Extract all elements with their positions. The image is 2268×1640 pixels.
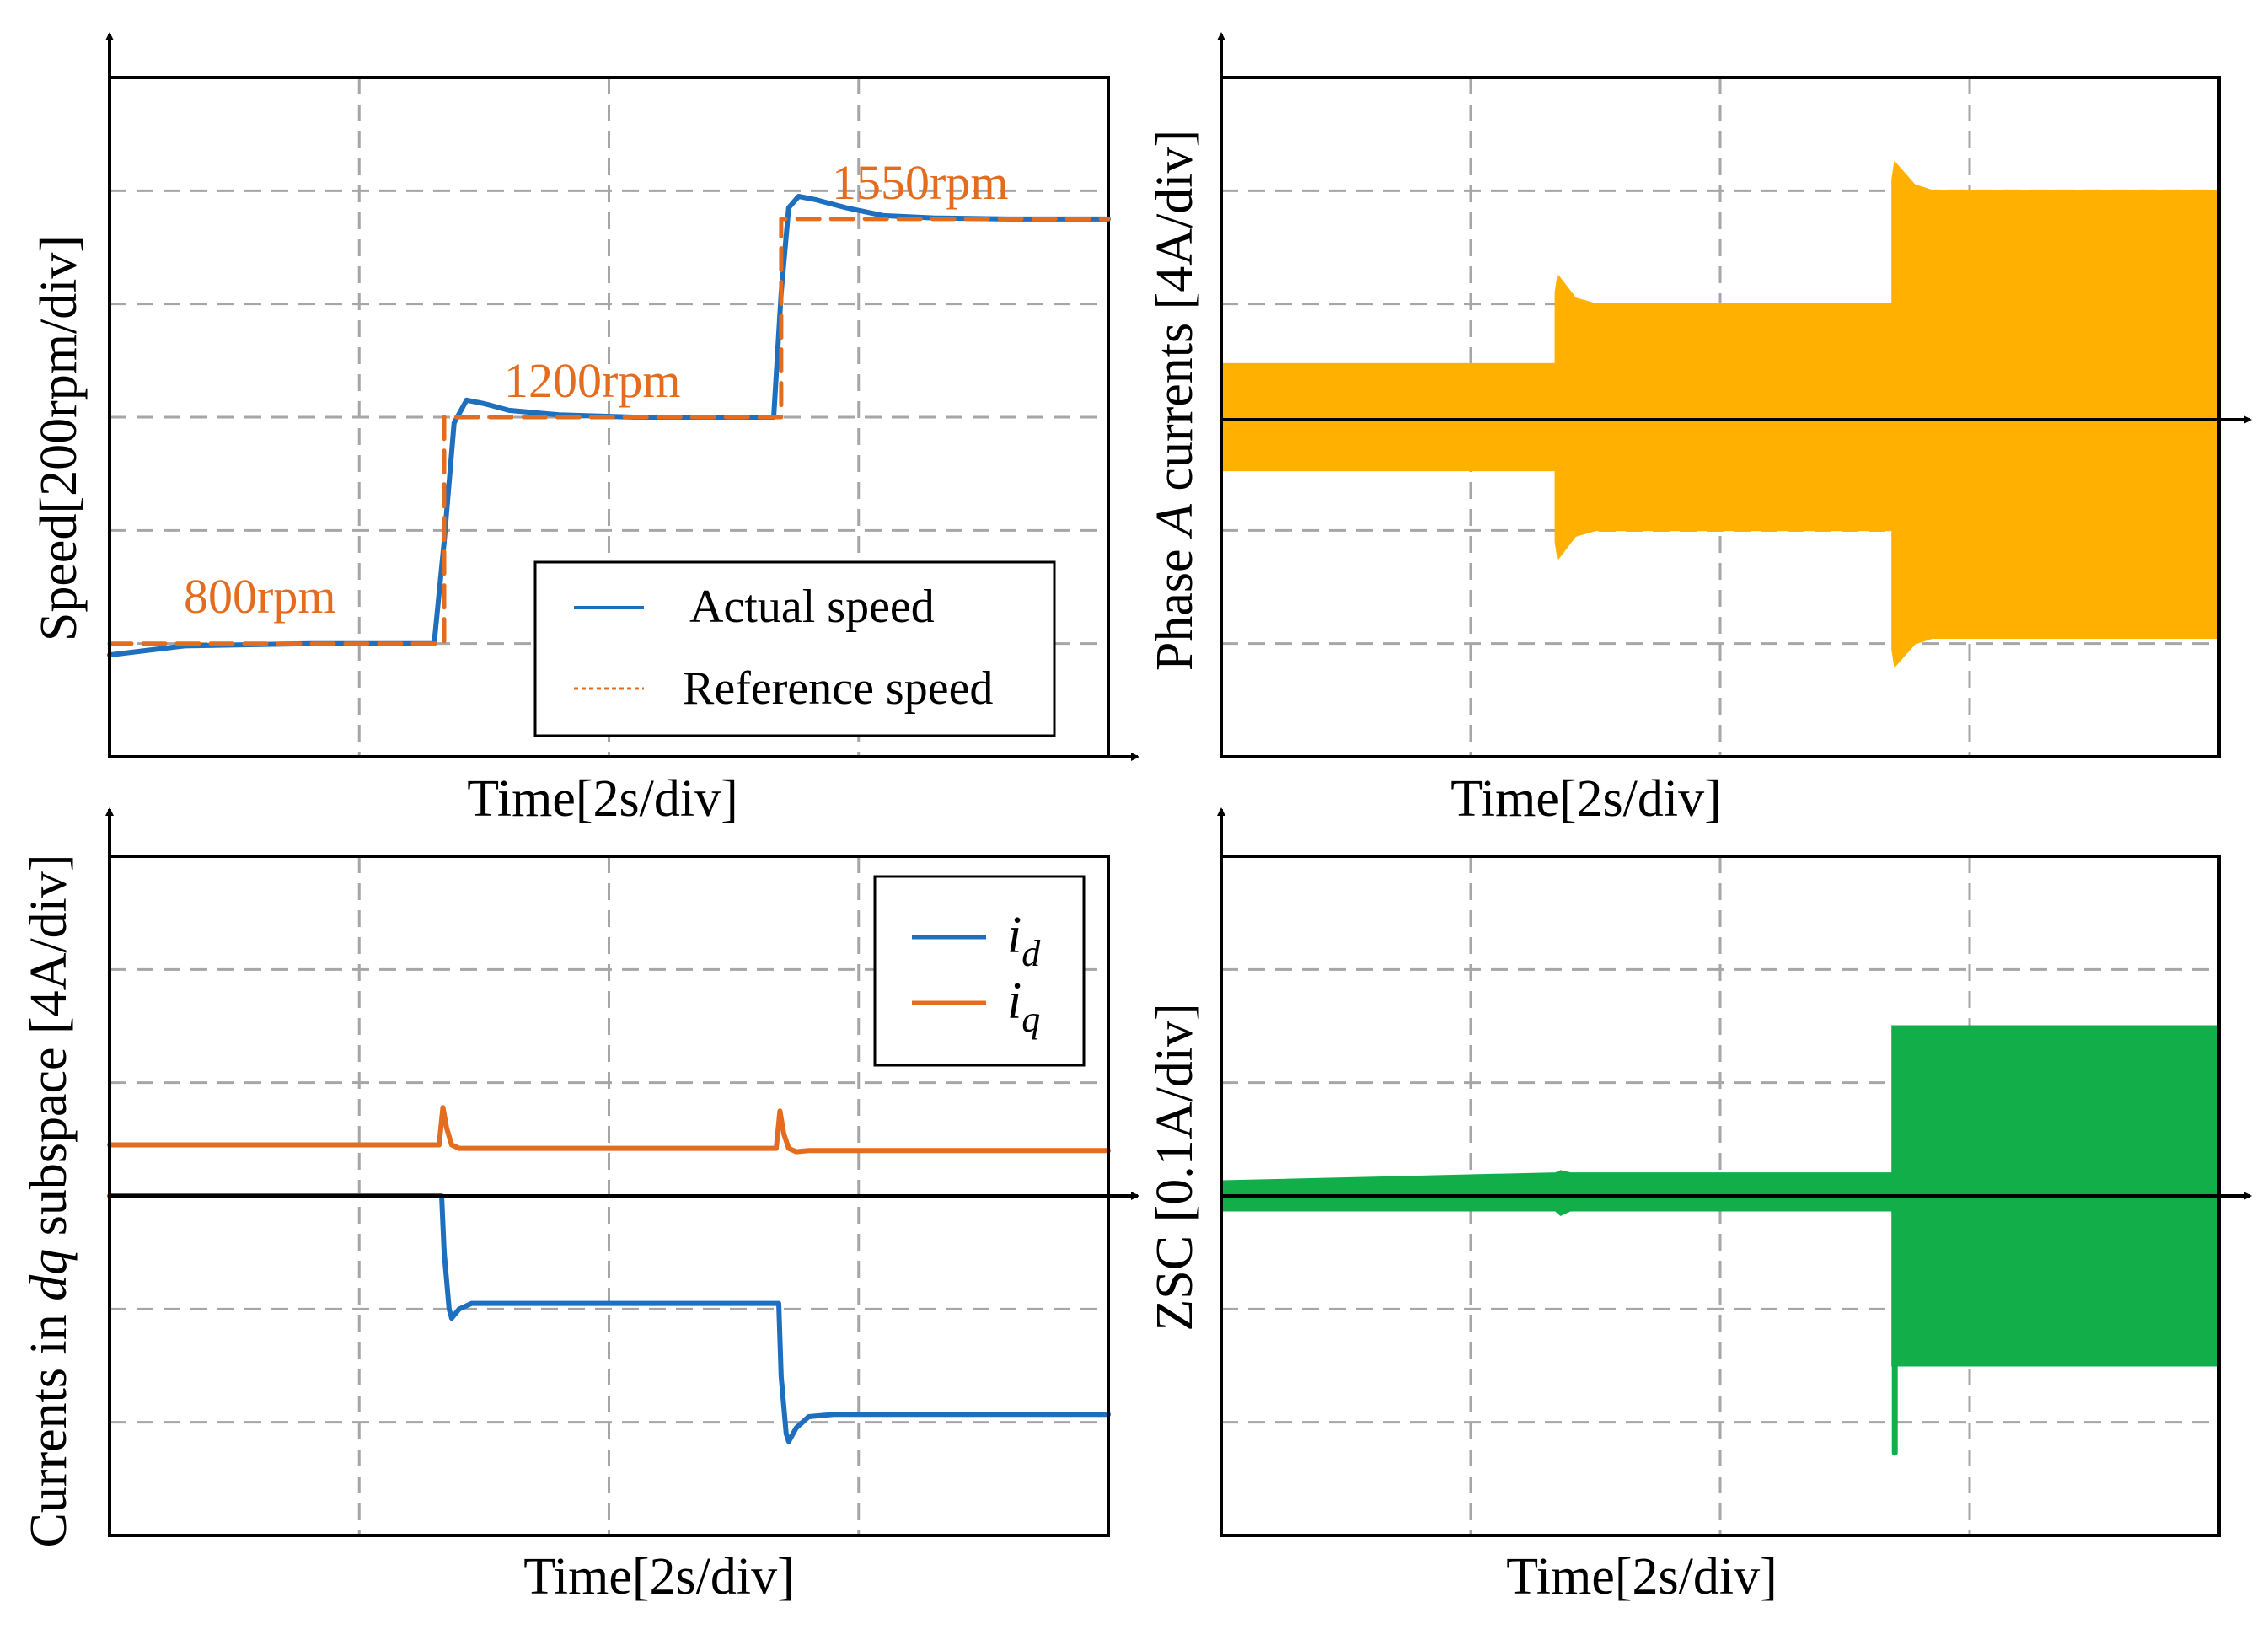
phase-x-axis-label: Time[2s/div] bbox=[1450, 770, 1722, 828]
speed-legend: Actual speed Reference speed bbox=[533, 560, 1056, 737]
dq-legend-label-iq-base: i bbox=[1007, 973, 1021, 1030]
phase-y-axis-label: Phase A currents [4A/div] bbox=[1146, 130, 1204, 671]
zsc-x-axis-label: Time[2s/div] bbox=[1506, 1548, 1777, 1605]
dq_currents-series-0-line bbox=[107, 1193, 1111, 1444]
dq-series-layer bbox=[107, 1105, 1111, 1444]
dq-legend-label-id-sub: d bbox=[1021, 933, 1041, 974]
dq-legend-label-iq: iq bbox=[1007, 973, 1040, 1040]
dq-y-axis-label-symbol: dq bbox=[20, 1249, 78, 1301]
speed-y-axis-label: Speed[200rpm/div] bbox=[30, 235, 88, 641]
speed-annotation-1200rpm: 1200rpm bbox=[504, 353, 680, 408]
phase-y-axis-label-part2: currents [4A/div] bbox=[1146, 130, 1204, 504]
dq-y-axis-label-part2: subspace [4A/div] bbox=[20, 854, 78, 1248]
speed-annotation-1550rpm: 1550rpm bbox=[832, 155, 1008, 210]
speed-annotation-800rpm: 800rpm bbox=[184, 569, 335, 624]
speed-legend-label-reference: Reference speed bbox=[683, 662, 993, 715]
speed-legend-box bbox=[533, 560, 1056, 737]
dq-y-axis-label-part1: Currents in bbox=[20, 1301, 78, 1548]
dq-legend-box bbox=[873, 875, 1086, 1067]
speed-legend-label-actual: Actual speed bbox=[689, 581, 935, 633]
zsc-chart-panel: Time[2s/div] ZSC [0.1A/div] bbox=[1146, 807, 2252, 1605]
dq-legend-label-id-base: i bbox=[1007, 907, 1021, 964]
dq-legend-label-id: id bbox=[1007, 907, 1041, 974]
phase-a-current-chart-panel: Time[2s/div] Phase A currents [4A/div] bbox=[1146, 32, 2252, 828]
speed-series-layer bbox=[107, 194, 1111, 658]
dq-legend-label-iq-sub: q bbox=[1021, 999, 1040, 1040]
dq-legend: id iq bbox=[873, 875, 1086, 1067]
phase-y-axis-label-part1: Phase bbox=[1146, 536, 1204, 671]
dq_currents-series-1-line bbox=[107, 1105, 1111, 1155]
speed-chart-panel: 800rpm 1200rpm 1550rpm Actual speed Refe… bbox=[30, 32, 1139, 828]
dq-current-chart-panel: id iq Time[2s/div] Currents in dq subspa… bbox=[20, 807, 1139, 1605]
phase-y-axis-label-symbol: A bbox=[1146, 503, 1204, 539]
zsc-y-axis-label: ZSC [0.1A/div] bbox=[1146, 1003, 1204, 1331]
dq-x-axis-label: Time[2s/div] bbox=[523, 1548, 795, 1605]
dq-y-axis-label: Currents in dq subspace [4A/div] bbox=[20, 854, 78, 1547]
speed-series-1-line bbox=[107, 217, 1111, 646]
speed-x-axis-label: Time[2s/div] bbox=[467, 770, 738, 828]
